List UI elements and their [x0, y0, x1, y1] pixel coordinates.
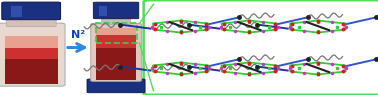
FancyBboxPatch shape [87, 79, 145, 93]
Bar [5, 48, 57, 59]
Bar [96, 35, 136, 48]
FancyBboxPatch shape [6, 19, 56, 26]
FancyBboxPatch shape [91, 24, 141, 81]
Bar [96, 28, 136, 35]
Bar [99, 6, 107, 16]
FancyBboxPatch shape [102, 18, 130, 25]
Bar [5, 59, 57, 84]
FancyBboxPatch shape [0, 23, 65, 86]
FancyBboxPatch shape [93, 2, 139, 19]
FancyBboxPatch shape [2, 2, 60, 20]
Bar [5, 36, 57, 48]
Bar [96, 48, 136, 80]
Bar [11, 6, 22, 17]
FancyArrowPatch shape [68, 44, 85, 51]
FancyBboxPatch shape [144, 0, 378, 95]
Bar [96, 23, 136, 43]
Text: N²: N² [71, 30, 85, 40]
